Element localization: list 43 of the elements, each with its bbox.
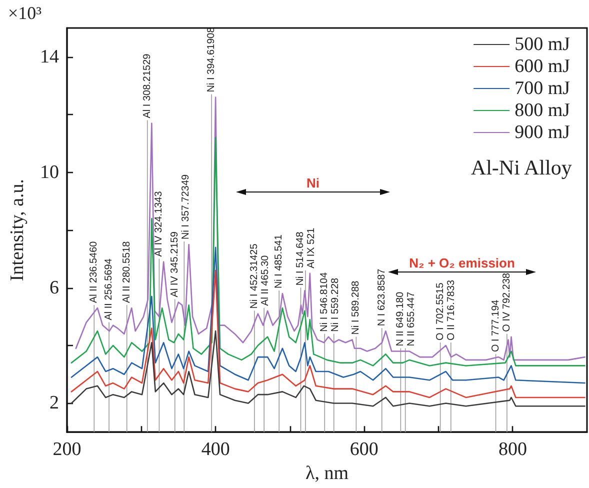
x-tick-label: 400 — [201, 439, 230, 460]
ref-line-label: O IV 792.238 — [501, 272, 512, 332]
x-axis-title: λ, nm — [306, 463, 349, 484]
ref-line-label: N II 649.180 — [395, 291, 406, 346]
annotation: N₂ + O₂ emission — [409, 256, 515, 270]
ref-line-label: O I 777.194 — [490, 299, 502, 352]
x-tick-label: 800 — [498, 439, 527, 460]
ref-line-label: Ni I 589.288 — [350, 280, 362, 335]
y-tick-label: 10 — [40, 162, 59, 183]
x-tick-label: 600 — [350, 439, 378, 460]
annotation: Al-Ni Alloy — [470, 156, 572, 180]
annotation: Ni — [306, 176, 320, 190]
ref-line-label: Ni I 357.72349 — [180, 174, 192, 240]
ref-line-label: Ni I 394.61908 — [206, 26, 218, 92]
y-tick-label: 2 — [50, 392, 59, 414]
y-tick-label: 6 — [50, 277, 59, 298]
ref-line-label: Al I 308.21529 — [142, 53, 153, 118]
ref-line-label: Al II 256.5694 — [104, 258, 115, 320]
legend-label: 900 mJ — [514, 122, 570, 143]
line-series — [70, 137, 586, 366]
legend-label: 500 mJ — [514, 34, 570, 55]
ref-line-label: Ni I 559.228 — [330, 277, 342, 332]
y-axis-title: Intensity, a.u. — [7, 178, 28, 282]
legend-label: 600 mJ — [514, 56, 570, 77]
ref-line-label: N I 623.8587 — [376, 268, 388, 326]
ref-line-label: Al II 280.5518 — [121, 240, 132, 303]
ref-line-label: Al IV 345.2159 — [169, 231, 180, 298]
x-tick-label: 200 — [52, 439, 82, 460]
ref-line-label: Al IV 324.1343 — [154, 190, 165, 257]
ref-line-label: Al II 465.30 — [260, 254, 271, 306]
legend-label: 800 mJ — [514, 100, 570, 121]
ref-line-label: Ni I 485.541 — [274, 234, 285, 289]
ref-line-label: Ni I 452.31425 — [248, 243, 260, 309]
text: ×10³ — [8, 3, 42, 23]
ref-line-label: Al IX 521 — [306, 227, 318, 268]
ref-line-label: O II 716.7833 — [446, 279, 457, 341]
ref-line-label: Ni I 546.8104 — [319, 272, 330, 332]
ref-line-label: O I 702.5515 — [434, 282, 446, 341]
y-tick-label: 14 — [40, 46, 60, 68]
ref-line-label: N II 655.447 — [406, 291, 418, 346]
ref-line-label: Ni I 514.648 — [295, 231, 306, 286]
legend-label: 700 mJ — [514, 78, 570, 99]
ref-line-label: Al II 236.5460 — [88, 240, 100, 303]
